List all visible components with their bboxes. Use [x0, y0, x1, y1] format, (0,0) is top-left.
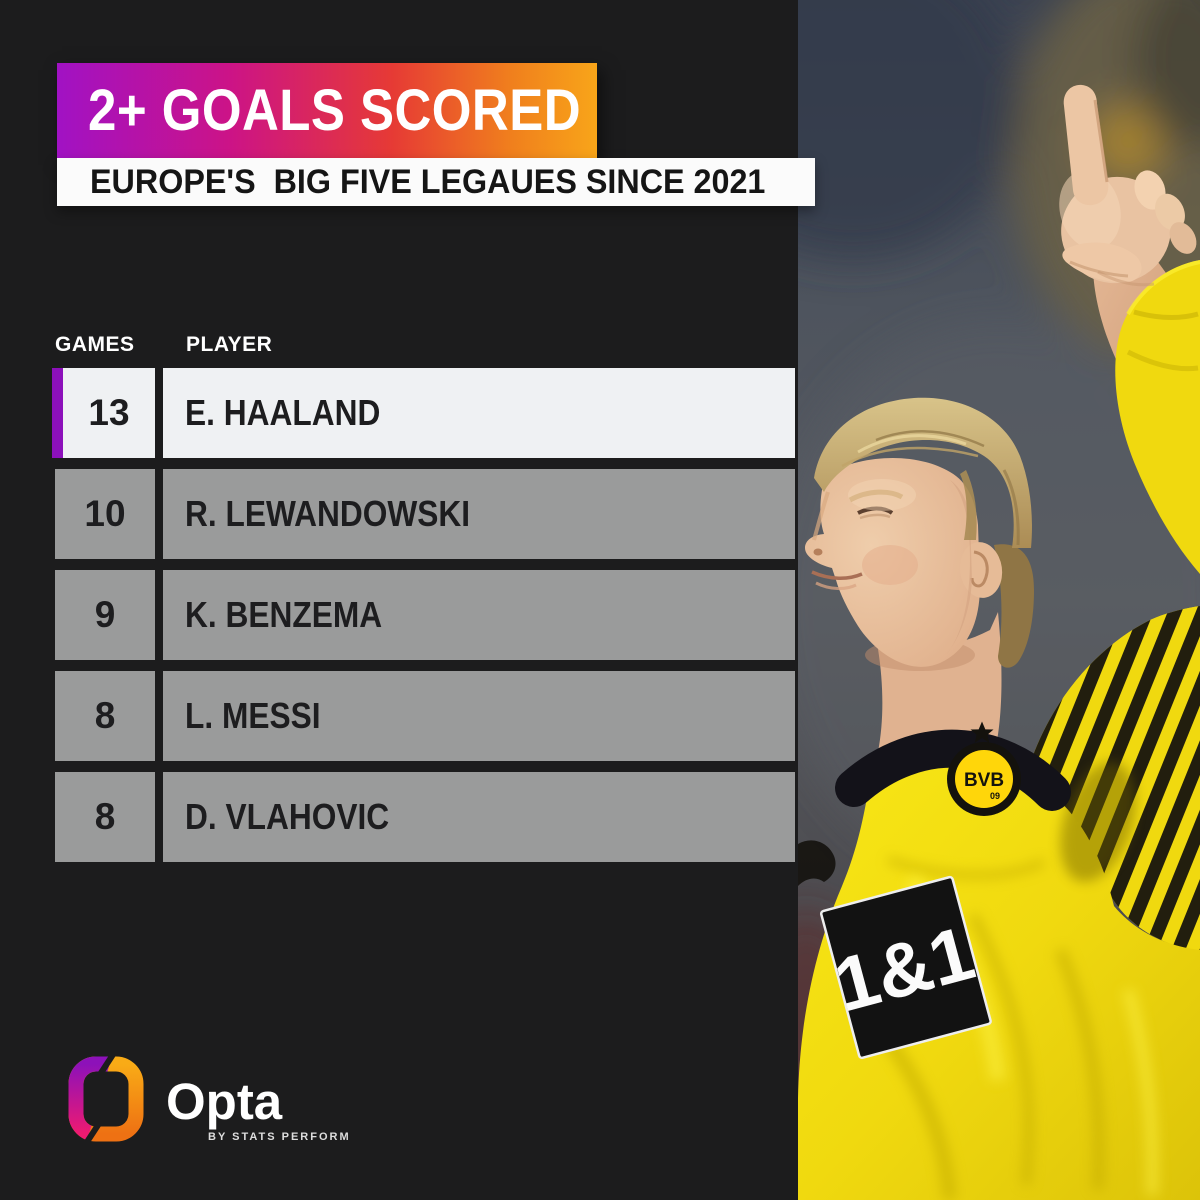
player-cell: K. BENZEMA — [163, 570, 795, 660]
player-cell: R. LEWANDOWSKI — [163, 469, 795, 559]
page-title: 2+ GOALS SCORED — [88, 78, 582, 143]
crest-number: 09 — [990, 791, 1000, 801]
subtitle-banner: EUROPE'S BIG FIVE LEGAUES SINCE 2021 — [57, 158, 815, 206]
raised-arm — [1059, 84, 1200, 574]
table-row-messi: 8 L. MESSI — [52, 671, 795, 761]
bokeh-light — [1090, 104, 1166, 180]
column-header-games: GAMES — [55, 333, 135, 356]
bvb-crest-icon: BVB 09 — [947, 742, 1021, 816]
cell-gap — [155, 469, 163, 559]
table-row-haaland: 13 E. HAALAND — [52, 368, 795, 458]
player-cell: E. HAALAND — [163, 368, 795, 458]
player-cell: D. VLAHOVIC — [163, 772, 795, 862]
sponsor-patch: 1&1 — [820, 875, 992, 1060]
games-cell: 8 — [55, 671, 155, 761]
stats-table: 13 E. HAALAND 10 R. LEWANDOWSKI 9 K. BEN… — [52, 368, 795, 873]
player-photo: BVB 09 1&1 — [798, 0, 1200, 1200]
table-row-lewandowski: 10 R. LEWANDOWSKI — [52, 469, 795, 559]
player-cell: L. MESSI — [163, 671, 795, 761]
column-header-player: PLAYER — [186, 333, 273, 356]
cell-gap — [155, 671, 163, 761]
table-row-vlahovic: 8 D. VLAHOVIC — [52, 772, 795, 862]
cell-gap — [155, 570, 163, 660]
opta-logo-icon — [68, 1056, 144, 1142]
pointing-hand — [1059, 84, 1197, 287]
brand-subtitle: BY STATS PERFORM — [208, 1131, 351, 1144]
jersey-sleeve — [1115, 260, 1200, 574]
crest-text: BVB — [964, 770, 1004, 791]
jersey-collar — [835, 729, 1071, 811]
table-row-benzema: 9 K. BENZEMA — [52, 570, 795, 660]
hair — [814, 397, 1032, 548]
title-banner: 2+ GOALS SCORED — [57, 63, 597, 158]
games-cell: 10 — [55, 469, 155, 559]
games-cell: 13 — [63, 368, 155, 458]
head — [805, 397, 1034, 668]
games-cell: 9 — [55, 570, 155, 660]
puma-logo-icon — [798, 840, 836, 886]
cell-gap — [155, 368, 163, 458]
brand-name: Opta — [166, 1073, 283, 1130]
championship-star-icon — [970, 721, 994, 743]
games-cell: 8 — [55, 772, 155, 862]
page-subtitle: EUROPE'S BIG FIVE LEGAUES SINCE 2021 — [90, 162, 766, 201]
branding-block: Opta BY STATS PERFORM — [66, 1056, 351, 1143]
highlight-accent-bar — [52, 368, 63, 458]
cell-gap — [155, 772, 163, 862]
